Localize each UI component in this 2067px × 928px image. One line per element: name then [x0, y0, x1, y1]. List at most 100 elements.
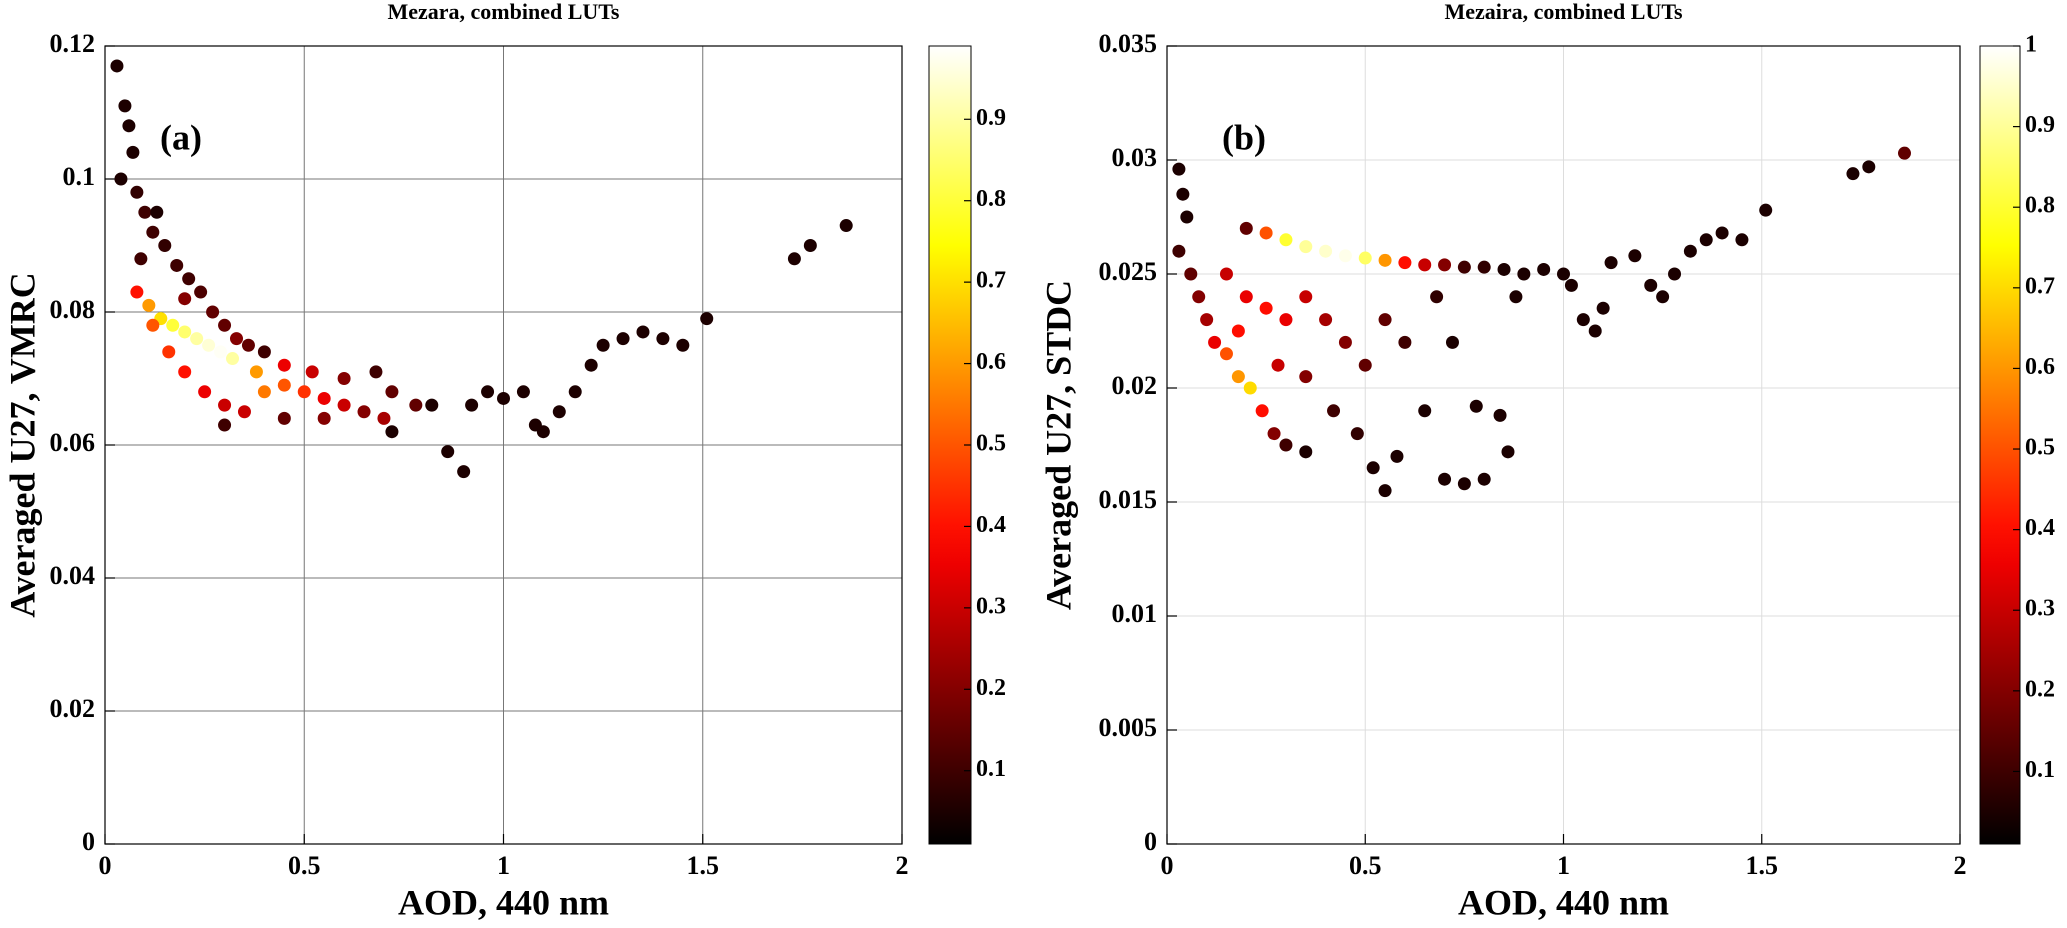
point — [377, 411, 391, 425]
point — [257, 345, 271, 359]
point — [1358, 251, 1372, 265]
point — [1378, 313, 1392, 327]
point — [190, 332, 204, 346]
point — [1327, 404, 1341, 418]
point — [158, 239, 172, 252]
point — [1390, 449, 1404, 463]
point — [1897, 146, 1911, 160]
point — [441, 445, 455, 459]
point — [1457, 260, 1471, 274]
point — [1350, 427, 1364, 441]
point — [130, 285, 144, 299]
point — [166, 318, 180, 332]
point — [1418, 258, 1432, 272]
point — [1192, 290, 1206, 304]
colorbar-tick-label: 0.4 — [2025, 515, 2055, 541]
point — [110, 59, 124, 73]
x-axis-label: AOD, 440 nm — [1458, 882, 1669, 922]
colorbar-tick-label: 0.3 — [2025, 596, 2055, 622]
point — [385, 425, 399, 439]
point — [218, 318, 232, 332]
point — [1445, 335, 1459, 349]
point — [241, 338, 255, 352]
point — [1172, 244, 1186, 258]
x-tick-label: 0 — [99, 851, 112, 880]
scatter-points — [110, 59, 853, 479]
point — [1200, 313, 1214, 327]
y-axis-label: Averaged U27, STDC — [1038, 280, 1078, 610]
point — [1267, 427, 1281, 441]
point — [636, 325, 650, 339]
point — [118, 99, 132, 113]
point — [126, 145, 140, 159]
point — [178, 365, 192, 379]
point — [1497, 262, 1511, 276]
colorbar-tick-label: 0.6 — [976, 349, 1006, 375]
point — [337, 398, 351, 412]
point — [1699, 233, 1713, 247]
point — [1438, 258, 1452, 272]
point — [317, 411, 331, 425]
plot-frame — [104, 45, 903, 845]
point — [214, 345, 228, 359]
point — [552, 405, 566, 419]
point — [1219, 267, 1233, 281]
point — [1557, 267, 1570, 281]
point — [1338, 335, 1352, 349]
point — [1576, 313, 1590, 327]
y-tick-label: 0.1 — [63, 162, 96, 191]
point — [182, 272, 196, 286]
point — [1176, 187, 1190, 201]
point — [1255, 404, 1269, 418]
point — [1644, 278, 1658, 292]
point — [178, 292, 192, 306]
point — [1759, 203, 1773, 217]
point — [1319, 313, 1333, 327]
colorbar-tick-label: 1 — [2025, 32, 2037, 58]
point — [1239, 290, 1253, 304]
point — [1239, 221, 1253, 235]
point — [150, 205, 164, 219]
point — [497, 391, 510, 405]
point — [1537, 262, 1551, 276]
point — [357, 405, 371, 419]
x-tick-label: 2 — [1954, 851, 1967, 880]
panel-annotation: (b) — [1222, 117, 1266, 157]
point — [277, 411, 291, 425]
point — [1418, 404, 1432, 418]
y-tick-label: 0 — [82, 827, 95, 856]
point — [1735, 233, 1749, 247]
point — [1628, 249, 1642, 263]
point — [568, 385, 582, 399]
colorbar-tick-label: 0.5 — [2025, 435, 2055, 461]
point — [1279, 313, 1293, 327]
point — [1604, 256, 1618, 270]
point — [122, 119, 136, 133]
point — [1846, 167, 1860, 181]
point — [700, 312, 714, 326]
point — [839, 219, 853, 233]
point — [305, 365, 319, 379]
scatter-points — [1172, 146, 1911, 498]
point — [114, 172, 128, 186]
y-tick-label: 0.005 — [1099, 713, 1158, 742]
point — [1668, 267, 1682, 281]
point — [1299, 240, 1313, 254]
point — [536, 425, 550, 439]
point — [317, 391, 331, 405]
y-tick-label: 0.02 — [1112, 371, 1158, 400]
point — [1457, 477, 1471, 491]
chart-title: Mezaira, combined LUTs — [1444, 0, 1683, 24]
point — [1517, 267, 1531, 281]
point — [142, 298, 156, 312]
x-tick-label: 1 — [1557, 851, 1570, 880]
point — [1477, 472, 1491, 486]
x-tick-label: 0.5 — [1349, 851, 1382, 880]
y-tick-label: 0.04 — [50, 561, 96, 590]
point — [1862, 160, 1876, 174]
y-tick-label: 0 — [1144, 827, 1157, 856]
x-tick-label: 0 — [1161, 851, 1174, 880]
point — [1259, 301, 1273, 315]
point — [1231, 370, 1245, 384]
